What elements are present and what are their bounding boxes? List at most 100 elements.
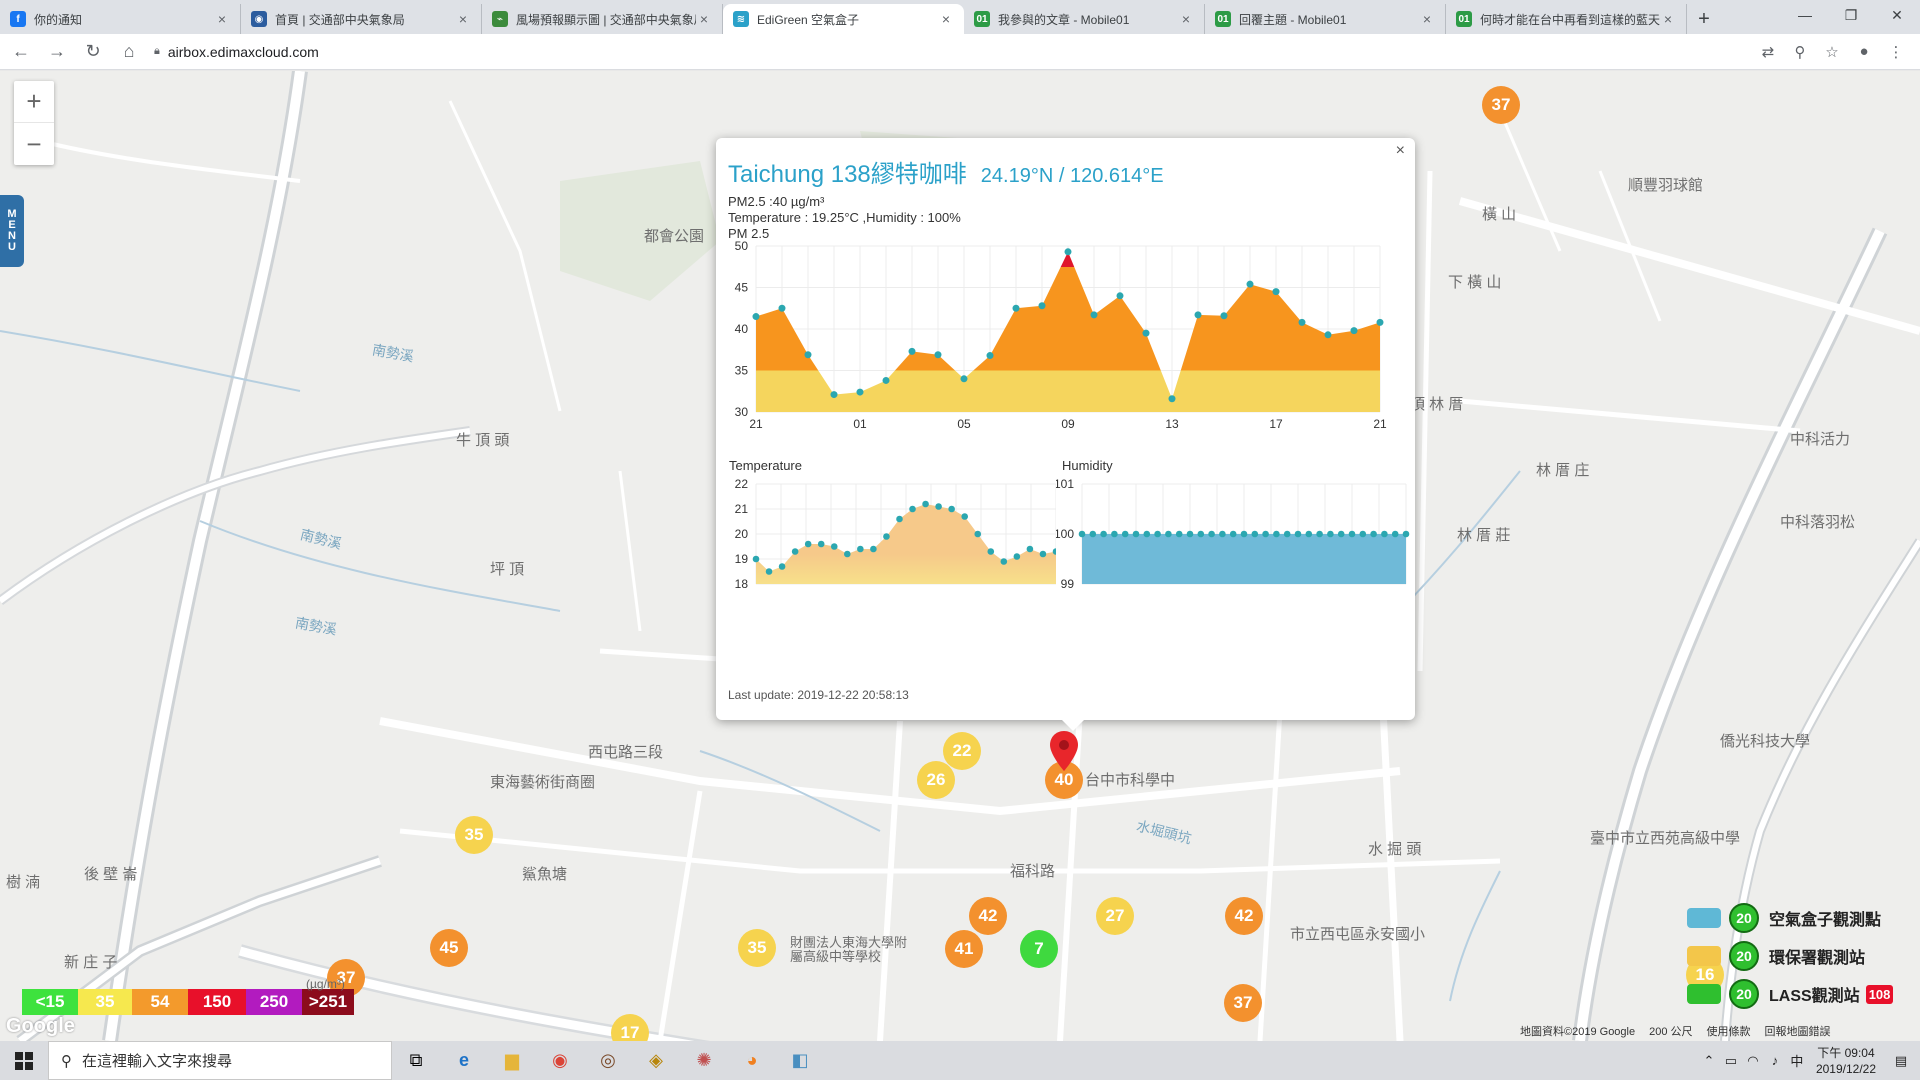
attribution-item[interactable]: 使用條款 [1706,1026,1751,1038]
data-point[interactable] [1391,530,1399,538]
browser-tab[interactable]: 01 何時才能在台中再看到這樣的藍天 × [1446,4,1687,34]
data-point[interactable] [830,543,838,550]
data-point[interactable] [857,545,864,553]
start-button[interactable] [0,1041,48,1080]
data-point[interactable] [1316,530,1323,538]
file-explorer-icon[interactable]: ▆ [505,1050,519,1070]
data-point[interactable] [1064,248,1072,256]
data-point[interactable] [974,530,982,538]
data-point[interactable] [1013,553,1021,560]
volume-icon[interactable]: ♪ [1771,1053,1779,1068]
data-point[interactable] [1143,530,1151,538]
data-point[interactable] [778,563,786,570]
data-point[interactable] [1165,530,1172,538]
forward-icon[interactable]: → [48,41,66,61]
data-point[interactable] [817,540,825,548]
app-icon-2[interactable]: ◈ [649,1050,663,1070]
taskbar-clock[interactable]: 下午 09:04 2019/12/22 [1816,1045,1876,1077]
data-point[interactable] [1090,311,1098,319]
blender-icon[interactable]: ◕ [746,1050,758,1070]
data-point[interactable] [1194,311,1202,319]
browser-tab[interactable]: ◉ 首頁 | 交通部中央氣象局 × [241,4,482,34]
data-point[interactable] [1038,302,1046,310]
data-point[interactable] [1294,530,1302,538]
airbox-marker[interactable]: 42 [1225,897,1263,935]
data-point[interactable] [1381,530,1388,538]
data-point[interactable] [1273,530,1280,538]
notification-icon[interactable]: ▤ [1894,1052,1908,1068]
network-icon[interactable]: ◠ [1747,1052,1759,1068]
browser-tab[interactable]: f 你的通知 × [0,4,241,34]
attribution-item[interactable]: 回報地圖錯誤 [1764,1026,1831,1038]
profile-icon[interactable]: ● [1859,43,1869,60]
data-point[interactable] [1012,304,1020,312]
data-point[interactable] [870,545,877,553]
data-point[interactable] [1348,530,1356,538]
airbox-marker[interactable]: 42 [969,897,1007,935]
station-legend-row[interactable]: 20 環保署觀測站 [1685,937,1920,975]
data-point[interactable] [830,391,838,399]
data-point[interactable] [1116,292,1124,300]
data-point[interactable] [1240,530,1248,538]
airbox-marker[interactable]: 35 [738,929,776,967]
data-point[interactable] [1262,530,1269,538]
data-point[interactable] [778,304,786,312]
minimize-icon[interactable]: — [1798,7,1812,23]
app-icon-1[interactable]: ◎ [600,1050,616,1070]
data-point[interactable] [1154,530,1161,538]
app-icon-4[interactable]: ◧ [791,1050,809,1070]
zoom-out-button[interactable]: − [26,128,42,159]
map-canvas[interactable]: 南勢溪牛 頂 頭坪 頂南勢溪 南勢溪 都會公園橫 山下 橫 山頂 林 厝林 厝 庄林… [0,71,1920,1041]
data-point[interactable] [804,351,812,359]
data-point[interactable] [1052,548,1056,555]
data-point[interactable] [1000,558,1008,565]
station-legend-row[interactable]: 20 LASS觀測站 108 [1685,975,1920,1013]
task-view-icon[interactable]: ⧉ [409,1050,423,1070]
tab-close-icon[interactable]: × [1663,11,1673,27]
translate-icon[interactable]: ⇄ [1761,43,1775,61]
app-icon-3[interactable]: ✺ [696,1050,712,1070]
restore-icon[interactable]: ❐ [1844,6,1858,23]
reload-icon[interactable]: ↻ [85,41,101,61]
data-point[interactable] [844,550,851,558]
station-legend-row[interactable]: 20 空氣盒子觀測點 [1685,899,1920,937]
data-point[interactable] [935,503,942,510]
tray-expand-icon[interactable]: ⌃ [1703,1052,1715,1068]
data-point[interactable] [752,313,760,321]
data-point[interactable] [1220,312,1228,320]
tab-close-icon[interactable]: × [217,11,227,27]
data-point[interactable] [1350,327,1358,335]
data-point[interactable] [765,568,773,575]
data-point[interactable] [1251,530,1259,538]
data-point[interactable] [1142,329,1150,337]
browser-tab[interactable]: 01 我參與的文章 - Mobile01 × [964,4,1205,34]
data-point[interactable] [1168,395,1176,403]
zoom-in-button[interactable]: + [14,81,54,123]
tab-close-icon[interactable]: × [1181,11,1191,27]
data-point[interactable] [1026,545,1034,553]
tab-close-icon[interactable]: × [699,11,709,27]
chrome-icon[interactable]: ◉ [552,1050,568,1070]
data-point[interactable] [1370,530,1377,538]
data-point[interactable] [1283,530,1291,538]
taskbar-search[interactable]: ⚲ 在這裡輸入文字來搜尋 [48,1041,392,1080]
airbox-marker[interactable]: 37 [1482,86,1520,124]
browser-tab[interactable]: 01 回覆主題 - Mobile01 × [1205,4,1446,34]
data-point[interactable] [908,347,916,355]
data-point[interactable] [1132,530,1140,538]
data-point[interactable] [986,352,994,360]
data-point[interactable] [1175,530,1183,538]
bookmark-star-icon[interactable]: ☆ [1825,43,1839,61]
airbox-marker[interactable]: 26 [917,761,955,799]
airbox-marker[interactable]: 27 [1096,897,1134,935]
airbox-marker[interactable]: 37 [1224,984,1262,1022]
airbox-marker[interactable]: 45 [430,929,468,967]
browser-tab[interactable]: ≋ EdiGreen 空氣盒子 × [723,4,964,34]
data-point[interactable] [909,505,916,513]
data-point[interactable] [1359,530,1367,538]
airbox-marker[interactable]: 17 [611,1014,649,1041]
data-point[interactable] [1039,550,1047,558]
data-point[interactable] [960,375,968,383]
data-point[interactable] [1402,530,1410,538]
